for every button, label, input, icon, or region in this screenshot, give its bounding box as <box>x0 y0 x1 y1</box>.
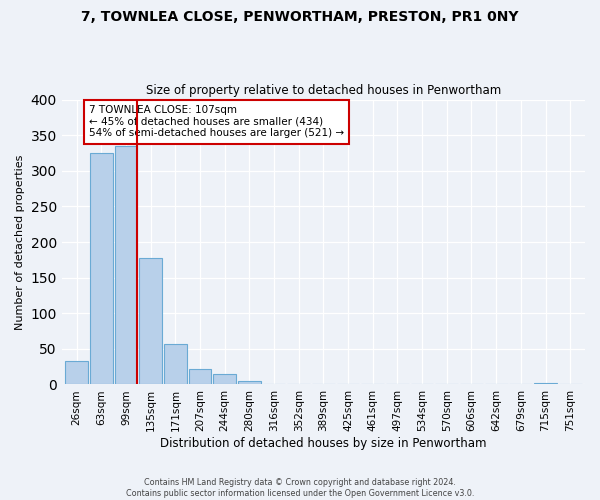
Text: 7 TOWNLEA CLOSE: 107sqm
← 45% of detached houses are smaller (434)
54% of semi-d: 7 TOWNLEA CLOSE: 107sqm ← 45% of detache… <box>89 106 344 138</box>
X-axis label: Distribution of detached houses by size in Penwortham: Distribution of detached houses by size … <box>160 437 487 450</box>
Bar <box>139 258 162 384</box>
Bar <box>65 361 88 384</box>
Bar <box>238 381 261 384</box>
Bar <box>214 374 236 384</box>
Bar <box>534 383 557 384</box>
Bar <box>164 344 187 385</box>
Bar <box>90 153 113 384</box>
Bar <box>115 146 137 384</box>
Bar <box>188 369 211 384</box>
Title: Size of property relative to detached houses in Penwortham: Size of property relative to detached ho… <box>146 84 501 97</box>
Text: Contains HM Land Registry data © Crown copyright and database right 2024.
Contai: Contains HM Land Registry data © Crown c… <box>126 478 474 498</box>
Y-axis label: Number of detached properties: Number of detached properties <box>15 154 25 330</box>
Text: 7, TOWNLEA CLOSE, PENWORTHAM, PRESTON, PR1 0NY: 7, TOWNLEA CLOSE, PENWORTHAM, PRESTON, P… <box>81 10 519 24</box>
